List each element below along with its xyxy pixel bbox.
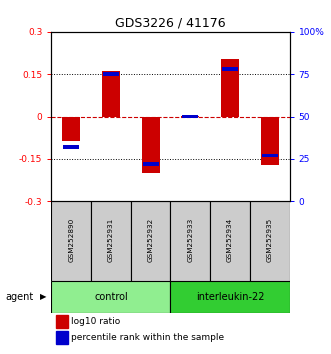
Bar (170, 201, 210, 281)
Bar (222, 67, 238, 71)
Bar (142, 116, 160, 173)
Title: GDS3226 / 41176: GDS3226 / 41176 (115, 16, 226, 29)
Text: percentile rank within the sample: percentile rank within the sample (71, 333, 224, 342)
Bar (63, 145, 79, 149)
Bar (51, 281, 170, 313)
Text: GSM252931: GSM252931 (108, 217, 114, 262)
Text: GSM252933: GSM252933 (187, 217, 193, 262)
Bar (170, 281, 290, 313)
Text: agent: agent (5, 292, 33, 302)
Text: GSM252890: GSM252890 (68, 217, 74, 262)
Text: GSM252935: GSM252935 (267, 217, 273, 262)
Bar (131, 201, 170, 281)
Bar (91, 201, 131, 281)
Bar (103, 72, 119, 76)
Text: GSM252934: GSM252934 (227, 217, 233, 262)
Bar (56, 331, 68, 344)
Bar (102, 72, 120, 116)
Text: GSM252932: GSM252932 (148, 217, 154, 262)
Text: log10 ratio: log10 ratio (71, 317, 120, 326)
Bar (51, 201, 91, 281)
Bar (262, 154, 278, 158)
Text: interleukin-22: interleukin-22 (196, 292, 264, 302)
Bar (56, 315, 68, 328)
Bar (261, 116, 279, 165)
Bar (221, 59, 239, 116)
Text: ▶: ▶ (40, 292, 46, 301)
Bar (210, 201, 250, 281)
Bar (143, 162, 159, 166)
Bar (250, 201, 290, 281)
Bar (182, 115, 198, 119)
Bar (62, 116, 80, 141)
Text: control: control (94, 292, 128, 302)
